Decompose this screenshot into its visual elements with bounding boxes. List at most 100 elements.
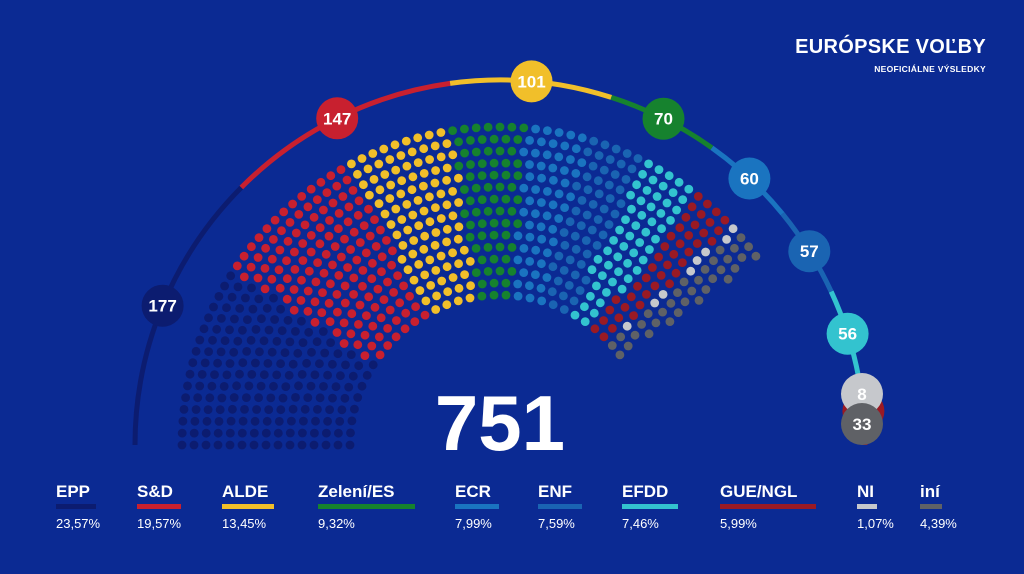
seat-ecr — [537, 296, 547, 306]
seat-in — [616, 332, 626, 342]
seat-alde — [448, 150, 458, 160]
total-seats-label: 751 — [435, 379, 565, 467]
seat-alde — [420, 231, 430, 241]
seat-alde — [396, 151, 406, 160]
legend-percent: 19,57% — [137, 516, 182, 531]
badge-value: 177 — [148, 297, 176, 316]
seat-s-d — [334, 209, 344, 218]
seat-in — [737, 253, 747, 262]
seat-epp — [191, 405, 201, 414]
seat-alde — [374, 199, 384, 209]
seat-efdd — [587, 265, 597, 275]
seat-ecr — [531, 209, 540, 219]
seat-s-d — [352, 255, 362, 265]
badge-circle — [841, 373, 883, 415]
legend-item-alde: ALDE 13,45% — [222, 482, 274, 531]
seat-epp — [240, 405, 249, 414]
seat-badge-efdd: 56 — [826, 312, 869, 355]
legend-color-bar — [920, 504, 942, 509]
seat-s-d — [297, 192, 307, 201]
seat-alde — [392, 230, 402, 240]
seat-alde — [419, 206, 429, 216]
seat-alde — [402, 200, 412, 209]
legend-percent: 5,99% — [720, 516, 757, 531]
seat-s-d — [232, 261, 242, 271]
seat-epp — [281, 382, 291, 391]
legend-color-bar — [137, 504, 181, 509]
seat-efdd — [621, 215, 630, 225]
seat-alde — [426, 281, 436, 290]
seat-alde — [448, 248, 457, 258]
seat-ecr — [542, 150, 552, 160]
seat-s-d — [328, 198, 338, 208]
seat-enf — [604, 180, 614, 190]
seat-epp — [278, 393, 288, 403]
legend-percent: 1,07% — [857, 516, 894, 531]
seat-s-d — [311, 277, 321, 287]
seat-zelen-es — [507, 267, 517, 276]
seat-epp — [225, 359, 235, 368]
seat-epp — [251, 325, 261, 334]
seat-efdd — [626, 190, 635, 200]
seat-ecr — [537, 259, 546, 269]
seat-epp — [193, 393, 203, 403]
seat-alde — [442, 200, 452, 210]
seat-zelen-es — [489, 194, 499, 204]
seat-alde — [424, 130, 434, 140]
seat-ni — [728, 224, 738, 234]
seat-s-d — [368, 258, 377, 268]
seat-efdd — [678, 195, 688, 205]
seat-alde — [380, 170, 390, 179]
seat-enf — [569, 296, 579, 306]
seat-alde — [430, 178, 440, 188]
seat-epp — [233, 336, 243, 346]
seat-alde — [408, 172, 418, 182]
seat-s-d — [260, 284, 270, 294]
seat-zelen-es — [519, 123, 529, 133]
seat-epp — [247, 283, 256, 293]
seat-enf — [547, 287, 557, 297]
seat-ecr — [519, 268, 529, 277]
seat-enf — [553, 276, 563, 286]
badge-value: 33 — [853, 415, 872, 434]
seat-s-d — [326, 279, 335, 289]
seat-epp — [250, 416, 260, 426]
seat-epp — [335, 417, 345, 426]
seat-gue-ngl — [620, 302, 630, 312]
seat-epp — [273, 440, 283, 450]
seat-alde — [442, 224, 452, 234]
seat-ecr — [577, 158, 587, 168]
seat-enf — [570, 270, 580, 280]
seat-s-d — [239, 272, 249, 282]
seat-epp — [251, 358, 260, 368]
seat-s-d — [316, 177, 326, 187]
seat-zelen-es — [471, 244, 481, 253]
seat-s-d — [349, 273, 359, 283]
seat-enf — [581, 275, 591, 285]
legend-percent: 4,39% — [920, 516, 957, 531]
seat-epp — [229, 393, 239, 402]
seat-epp — [215, 405, 225, 415]
seat-ecr — [548, 139, 558, 149]
seat-alde — [430, 141, 440, 151]
seat-s-d — [353, 210, 363, 220]
seat-zelen-es — [477, 291, 487, 301]
seat-s-d — [296, 296, 306, 305]
badge-layer: 1771471017060575642833 — [141, 60, 885, 445]
legend-percent: 23,57% — [56, 516, 101, 531]
seat-zelen-es — [483, 267, 493, 276]
seat-enf — [565, 217, 575, 227]
seat-enf — [572, 181, 581, 191]
seat-epp — [225, 325, 234, 335]
seat-epp — [323, 370, 332, 380]
seat-epp — [235, 304, 245, 313]
seat-alde — [425, 155, 434, 164]
seat-in — [701, 285, 711, 294]
seat-s-d — [304, 266, 314, 276]
seat-epp — [242, 393, 251, 402]
seat-zelen-es — [507, 122, 517, 132]
seat-enf — [605, 194, 615, 203]
seat-enf — [583, 185, 593, 195]
seat-alde — [402, 161, 412, 171]
seat-alde — [442, 139, 452, 149]
